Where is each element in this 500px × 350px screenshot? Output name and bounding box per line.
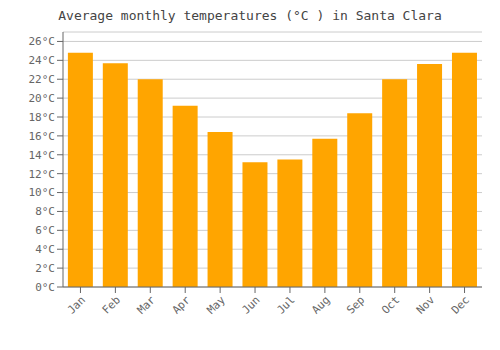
svg-text:Mar: Mar bbox=[135, 293, 159, 317]
svg-text:20°C: 20°C bbox=[29, 92, 56, 105]
svg-text:16°C: 16°C bbox=[29, 130, 56, 143]
svg-text:4°C: 4°C bbox=[35, 243, 55, 256]
svg-text:Sep: Sep bbox=[344, 293, 367, 316]
svg-text:Dec: Dec bbox=[449, 293, 472, 316]
svg-text:Oct: Oct bbox=[379, 293, 402, 316]
svg-text:8°C: 8°C bbox=[35, 205, 55, 218]
svg-text:12°C: 12°C bbox=[29, 168, 56, 181]
svg-text:10°C: 10°C bbox=[29, 186, 56, 199]
svg-text:6°C: 6°C bbox=[35, 224, 55, 237]
svg-text:Jan: Jan bbox=[65, 293, 88, 316]
svg-text:May: May bbox=[205, 293, 229, 317]
svg-text:Jul: Jul bbox=[274, 293, 297, 316]
svg-text:2°C: 2°C bbox=[35, 262, 55, 275]
html-text:Average monthly temperatures (: Average monthly temperatures (°C ) in Sa… bbox=[58, 8, 442, 23]
svg-text:18°C: 18°C bbox=[29, 111, 56, 124]
svg-text:Feb: Feb bbox=[100, 293, 123, 316]
svg-text:14°C: 14°C bbox=[29, 149, 56, 162]
svg-text:Jun: Jun bbox=[239, 293, 262, 316]
svg-text:Aug: Aug bbox=[309, 293, 332, 316]
svg-text:22°C: 22°C bbox=[29, 73, 56, 86]
svg-text:Nov: Nov bbox=[414, 293, 438, 317]
svg-text:26°C: 26°C bbox=[29, 35, 56, 48]
svg-text:Apr: Apr bbox=[170, 293, 194, 317]
svg-text:24°C: 24°C bbox=[29, 54, 56, 67]
svg-text:0°C: 0°C bbox=[35, 281, 55, 294]
